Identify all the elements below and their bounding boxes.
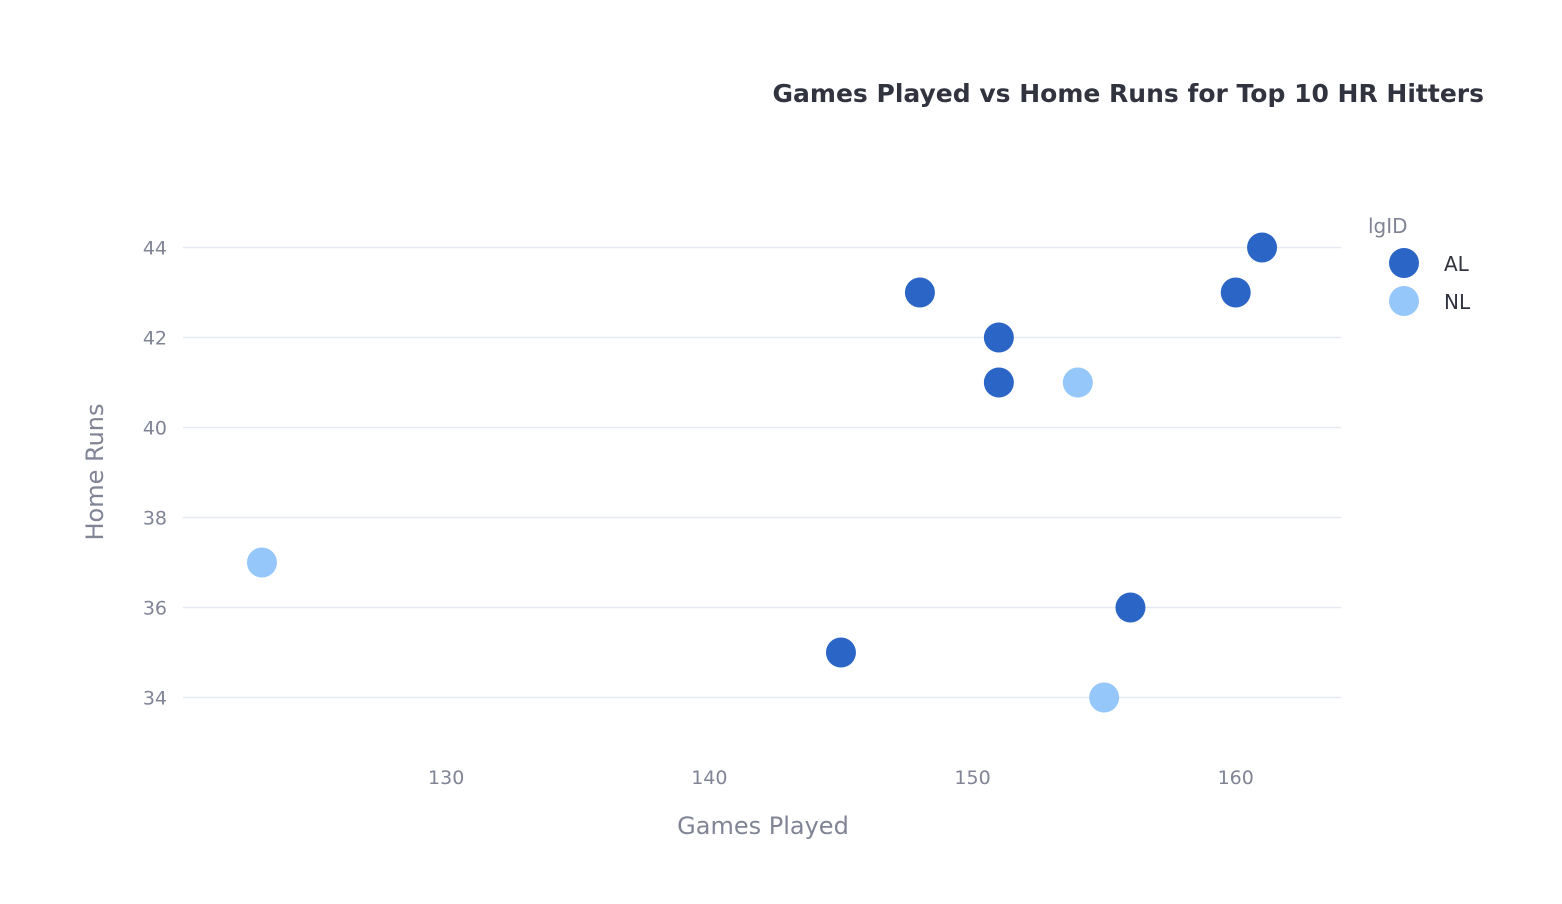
y-tick-label: 42	[143, 328, 167, 350]
data-point-nl[interactable]	[246, 547, 277, 578]
data-point-al[interactable]	[825, 637, 856, 668]
data-points	[246, 232, 1278, 713]
y-tick-label: 38	[143, 508, 167, 530]
y-tick-label: 40	[143, 418, 167, 440]
x-tick-label: 160	[1218, 767, 1254, 789]
legend-marker	[1389, 248, 1419, 278]
data-point-al[interactable]	[983, 322, 1014, 353]
chart-title: Games Played vs Home Runs for Top 10 HR …	[773, 79, 1484, 108]
x-tick-label: 130	[428, 767, 464, 789]
legend-item-nl[interactable]: NL	[1389, 286, 1471, 316]
legend-item-al[interactable]: AL	[1389, 248, 1470, 278]
x-tick-label: 140	[691, 767, 727, 789]
data-point-al[interactable]	[904, 277, 935, 308]
legend-label: NL	[1444, 290, 1471, 314]
y-tick-label: 34	[143, 688, 167, 710]
series-al	[825, 232, 1278, 668]
data-point-al[interactable]	[1115, 592, 1146, 623]
x-axis-title: Games Played	[677, 812, 849, 840]
data-point-al[interactable]	[1220, 277, 1251, 308]
y-axis-title: Home Runs	[81, 403, 109, 540]
y-gridlines	[183, 246, 1341, 699]
legend[interactable]: lgID AL NL	[1368, 214, 1471, 316]
legend-marker	[1389, 286, 1419, 316]
data-point-nl[interactable]	[1062, 367, 1093, 398]
data-point-nl[interactable]	[1089, 682, 1120, 713]
y-axis-ticks: 34 36 38 40 42 44	[143, 238, 167, 710]
data-point-al[interactable]	[1247, 232, 1278, 263]
legend-label: AL	[1444, 252, 1470, 276]
series-nl	[246, 367, 1120, 713]
x-axis-ticks: 130 140 150 160	[428, 767, 1254, 789]
y-tick-label: 36	[143, 598, 167, 620]
data-point-al[interactable]	[983, 367, 1014, 398]
x-tick-label: 150	[954, 767, 990, 789]
y-tick-label: 44	[143, 238, 167, 260]
legend-title: lgID	[1368, 214, 1408, 238]
